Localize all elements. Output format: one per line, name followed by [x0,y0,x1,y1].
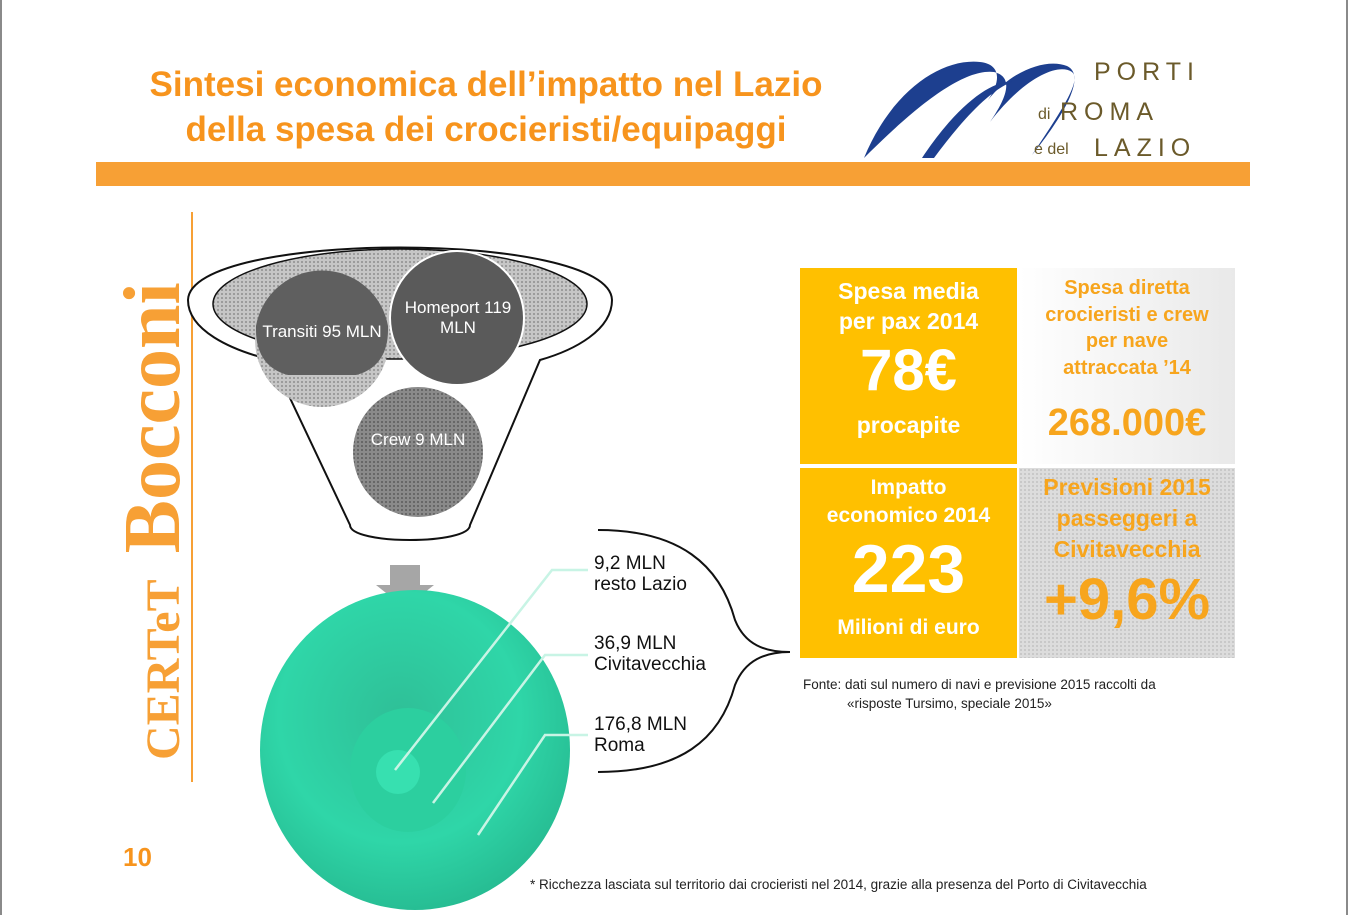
previsioni-line-1: Previsioni 2015 [1043,474,1211,500]
slide-border-right [1346,0,1348,915]
right-brace [597,529,791,773]
previsioni-line-2: passeggeri a [1056,505,1198,531]
transiti-label: Transiti 95 MLN [262,322,382,341]
spesa-diretta-line-1: Spesa diretta [1064,277,1190,299]
source-line-1: Fonte: dati sul numero di navi e previsi… [803,677,1156,692]
spesa-media-sub: procapite [856,412,961,438]
footnote: * Ricchezza lasciata sul territorio dai … [530,877,1147,892]
box-spesa-media: Spesa media per pax 2014 78€ procapite [800,268,1017,464]
spesa-diretta-line-2: crocieristi e crew [1045,303,1209,326]
spesa-media-title-1: Spesa media [838,278,979,304]
box-impatto: Impatto economico 2014 223 Milioni di eu… [800,468,1017,658]
leader-line-resto-lazio [394,568,588,771]
spesa-diretta-line-4: attraccata ’14 [1063,356,1191,379]
logo-lazio: LAZIO [1094,134,1197,162]
crew-label: Crew 9 MLN [370,430,466,449]
segment-resto-lazio: 9,2 MLN resto Lazio [594,553,687,595]
segment-value: 36,9 MLN [594,633,677,654]
segment-value: 9,2 MLN [594,553,666,574]
impatto-sub: Milioni di euro [837,616,980,639]
segment-label: Civitavecchia [594,654,706,675]
impatto-line-2: economico 2014 [826,504,991,527]
logo-di: di [1038,106,1051,123]
segment-label: resto Lazio [594,574,687,595]
homeport-label: Homeport 119 MLN [404,298,512,337]
logo-roma: ROMA [1060,98,1159,126]
spesa-media-title-2: per pax 2014 [838,308,979,334]
segment-roma: 176,8 MLN Roma [594,714,687,756]
segment-label: Roma [594,735,645,756]
previsioni-value: +9,6% [1043,567,1211,632]
spesa-diretta-value: 268.000€ [1047,402,1207,444]
spesa-media-value: 78€ [860,338,957,403]
logo-porti: PORTI [1094,58,1200,86]
source-note: Fonte: dati sul numero di navi e previsi… [803,675,1243,713]
impatto-line-1: Impatto [870,476,947,499]
leader-line-civitavecchia [432,653,588,804]
homeport-circle [389,250,525,386]
box-previsioni: Previsioni 2015 passeggeri a Civitavecch… [1019,468,1235,658]
slide-title: Sintesi economica dell’impatto nel Lazio… [96,62,876,152]
transiti-circle-top [256,270,388,375]
previsioni-line-3: Civitavecchia [1053,536,1201,562]
segment-civitavecchia: 36,9 MLN Civitavecchia [594,633,706,675]
box-spesa-diretta: Spesa diretta crocieristi e crew per nav… [1019,268,1235,464]
porti-roma-lazio-logo: PORTI di ROMA e del LAZIO [862,50,1232,165]
crew-circle [353,387,483,517]
title-line-2: della spesa dei crocieristi/equipaggi [185,110,787,149]
title-line-1: Sintesi economica dell’impatto nel Lazio [149,65,823,104]
leader-line-roma [476,733,588,836]
logo-edel: e del [1034,141,1069,158]
impatto-value: 223 [851,531,966,607]
teal-disc-inner [376,750,420,794]
segment-value: 176,8 MLN [594,714,687,735]
slide-border-left [0,0,2,915]
logo-swoosh-icon [864,61,1075,158]
side-logo-line [191,212,193,782]
page-number: 10 [123,842,152,872]
source-line-2: «risposte Tursimo, speciale 2015» [847,696,1052,711]
title-underline-bar [96,162,1250,186]
down-arrow-icon [376,565,434,608]
spesa-diretta-line-3: per nave [1085,330,1169,352]
